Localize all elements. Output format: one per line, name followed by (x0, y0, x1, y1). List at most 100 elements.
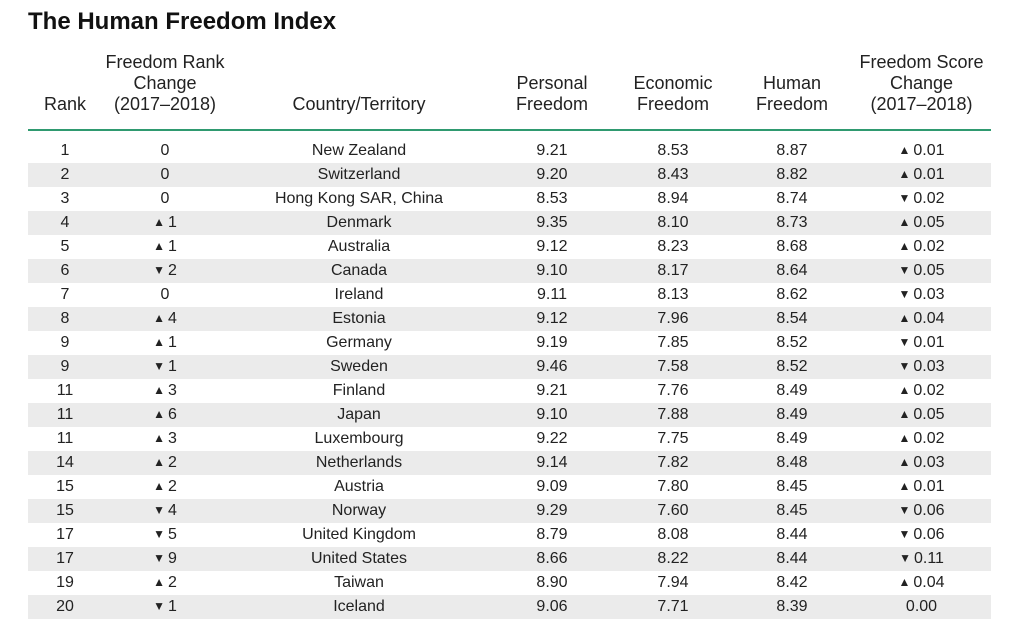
personal-freedom-cell: 9.21 (536, 382, 568, 399)
table-row: 17 ▼ 5 United Kingdom 8.79 8.08 8.44 ▼ 0.06 (28, 523, 991, 547)
rank-cell: 17 (56, 526, 74, 543)
rank-change-cell: ▼ 2 (102, 259, 228, 283)
score-change-cell: ▲ 0.01 (852, 163, 991, 187)
human-freedom-cell: 8.42 (776, 574, 808, 591)
economic-freedom-cell: 8.23 (657, 238, 689, 255)
economic-freedom-cell: 7.96 (614, 307, 732, 331)
rank-change-cell: ▲ 1 (102, 211, 228, 235)
table-header-row: Rank Freedom Rank Change (2017–2018) Cou… (28, 52, 991, 131)
up-arrow-icon: ▲ (898, 575, 911, 589)
up-arrow-icon: ▲ (153, 479, 165, 493)
country-cell: United States (228, 547, 490, 571)
human-freedom-cell: 8.52 (732, 355, 852, 379)
personal-freedom-cell: 9.11 (537, 286, 567, 303)
score-change-cell: ▼ 0.05 (852, 259, 991, 283)
score-change-cell: ▲ 0.05 (852, 211, 991, 235)
down-arrow-icon: ▼ (153, 263, 165, 277)
human-freedom-cell: 8.73 (732, 211, 852, 235)
score-change-cell: ▼ 0.03 (898, 286, 945, 303)
score-change-cell: ▲ 0.01 (898, 142, 945, 159)
rank-change-cell: ▼ 4 (102, 499, 228, 523)
down-arrow-icon: ▼ (898, 335, 911, 349)
down-arrow-icon: ▼ (153, 503, 165, 517)
table-row: 14 ▲ 2 Netherlands 9.14 7.82 8.48 ▲ 0.03 (28, 451, 991, 475)
score-change-cell: ▲ 0.01 (898, 478, 945, 495)
up-arrow-icon: ▲ (898, 431, 911, 445)
score-change-cell: ▲ 0.04 (898, 574, 945, 591)
economic-freedom-cell: 7.76 (657, 382, 689, 399)
rank-change-cell: ▲ 4 (102, 307, 228, 331)
personal-freedom-cell: 9.35 (490, 211, 614, 235)
economic-freedom-cell: 7.80 (657, 478, 689, 495)
table-row: 9 ▼ 1 Sweden 9.46 7.58 8.52 ▼ 0.03 (28, 355, 991, 379)
human-freedom-cell: 8.44 (776, 526, 808, 543)
header-freedom-score-change: Freedom Score Change (2017–2018) (852, 52, 991, 131)
personal-freedom-cell: 9.10 (490, 259, 614, 283)
economic-freedom-cell: 8.94 (657, 190, 689, 207)
personal-freedom-cell: 9.29 (490, 499, 614, 523)
country-cell: Norway (228, 499, 490, 523)
down-arrow-icon: ▼ (898, 287, 911, 301)
up-arrow-icon: ▲ (898, 407, 911, 421)
score-change-cell: ▲ 0.04 (852, 307, 991, 331)
country-cell: Denmark (228, 211, 490, 235)
rank-change-cell: ▲ 6 (102, 403, 228, 427)
score-change-cell: ▼ 0.01 (898, 334, 945, 351)
human-freedom-cell: 8.45 (732, 499, 852, 523)
rank-change-cell: ▲ 2 (153, 574, 177, 591)
up-arrow-icon: ▲ (153, 311, 165, 325)
table-row: 1 0 New Zealand 9.21 8.53 8.87 ▲ 0.01 (28, 130, 991, 163)
country-cell: Iceland (228, 595, 490, 619)
human-freedom-cell: 8.54 (732, 307, 852, 331)
table-row: 4 ▲ 1 Denmark 9.35 8.10 8.73 ▲ 0.05 (28, 211, 991, 235)
rank-cell: 4 (28, 211, 102, 235)
country-cell: Luxembourg (314, 430, 404, 447)
economic-freedom-cell: 8.53 (657, 142, 689, 159)
human-freedom-cell: 8.44 (732, 547, 852, 571)
table-body: 1 0 New Zealand 9.21 8.53 8.87 ▲ 0.01 2 0 Switzerl… (28, 130, 991, 619)
header-rank: Rank (28, 52, 102, 131)
human-freedom-cell: 8.52 (776, 334, 808, 351)
up-arrow-icon: ▲ (153, 239, 165, 253)
human-freedom-cell: 8.48 (732, 451, 852, 475)
rank-cell: 7 (60, 286, 70, 303)
human-freedom-cell: 8.64 (732, 259, 852, 283)
personal-freedom-cell: 9.10 (490, 403, 614, 427)
economic-freedom-cell: 8.43 (614, 163, 732, 187)
country-cell: Australia (327, 238, 391, 255)
personal-freedom-cell: 9.12 (536, 238, 568, 255)
header-country: Country/Territory (228, 52, 490, 131)
score-change-cell: ▲ 0.02 (898, 430, 945, 447)
rank-change-cell: ▼ 1 (102, 355, 228, 379)
human-freedom-cell: 8.82 (732, 163, 852, 187)
country-cell: Taiwan (334, 574, 384, 591)
human-freedom-cell: 8.49 (776, 430, 808, 447)
down-arrow-icon: ▼ (153, 527, 165, 541)
page-title: The Human Freedom Index (28, 8, 337, 35)
table-row: 11 ▲ 3 Luxembourg 9.22 7.75 8.49 ▲ 0.02 (28, 427, 991, 451)
country-cell: Finland (332, 382, 386, 399)
economic-freedom-cell: 7.71 (614, 595, 732, 619)
rank-change-cell: 0 (160, 142, 170, 159)
up-arrow-icon: ▲ (153, 431, 165, 445)
country-cell: Japan (228, 403, 490, 427)
header-freedom-rank-change: Freedom Rank Change (2017–2018) (102, 52, 228, 131)
economic-freedom-cell: 8.08 (657, 526, 689, 543)
table-row: 9 ▲ 1 Germany 9.19 7.85 8.52 ▼ 0.01 (28, 331, 991, 355)
economic-freedom-cell: 8.17 (614, 259, 732, 283)
rank-cell: 5 (60, 238, 70, 255)
table-row: 6 ▼ 2 Canada 9.10 8.17 8.64 ▼ 0.05 (28, 259, 991, 283)
table-row: 19 ▲ 2 Taiwan 8.90 7.94 8.42 ▲ 0.04 (28, 571, 991, 595)
freedom-index-table: Rank Freedom Rank Change (2017–2018) Cou… (28, 52, 991, 619)
country-cell: Switzerland (228, 163, 490, 187)
score-change-cell: 0.00 (852, 595, 991, 619)
rank-cell: 3 (60, 190, 70, 207)
rank-cell: 1 (60, 142, 70, 159)
table-row: 7 0 Ireland 9.11 8.13 8.62 ▼ 0.03 (28, 283, 991, 307)
score-change-cell: ▼ 0.06 (898, 526, 945, 543)
rank-change-cell: ▲ 1 (153, 238, 177, 255)
score-change-cell: ▼ 0.06 (852, 499, 991, 523)
economic-freedom-cell: 7.94 (657, 574, 689, 591)
down-arrow-icon: ▼ (898, 359, 911, 373)
header-personal-freedom: Personal Freedom (490, 52, 614, 131)
